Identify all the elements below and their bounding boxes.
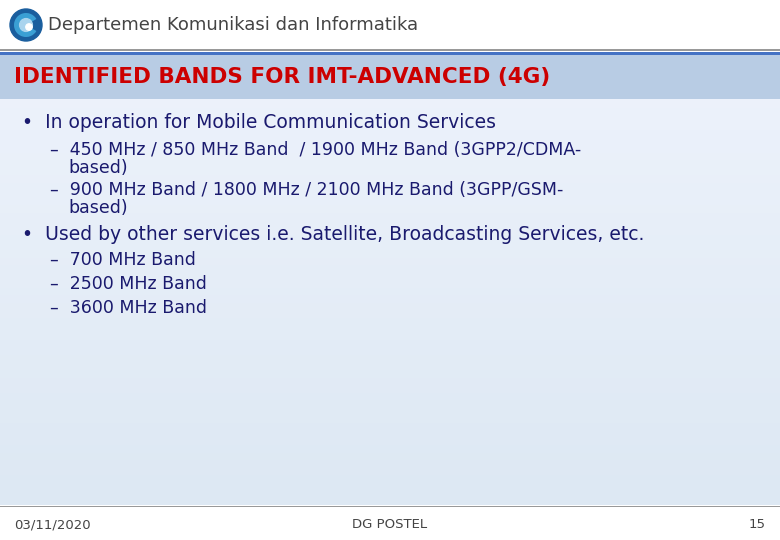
Bar [0, 159, 780, 167]
Text: •  Used by other services i.e. Satellite, Broadcasting Services, etc.: • Used by other services i.e. Satellite,… [22, 225, 644, 244]
Bar [0, 459, 780, 468]
Bar [0, 256, 780, 265]
Circle shape [20, 18, 33, 31]
Text: –  450 MHz / 850 MHz Band  / 1900 MHz Band (3GPP2/CDMA-: – 450 MHz / 850 MHz Band / 1900 MHz Band… [50, 141, 581, 159]
Bar [0, 474, 780, 483]
Bar [0, 279, 780, 287]
Bar [0, 422, 780, 430]
Bar [0, 129, 780, 138]
Text: DG POSTEL: DG POSTEL [353, 518, 427, 531]
Bar [0, 166, 780, 175]
Bar [0, 91, 780, 100]
Bar [0, 361, 780, 370]
Text: 15: 15 [749, 518, 766, 531]
Text: –  900 MHz Band / 1800 MHz / 2100 MHz Band (3GPP/GSM-: – 900 MHz Band / 1800 MHz / 2100 MHz Ban… [50, 181, 563, 199]
Bar [0, 414, 780, 422]
Bar [0, 332, 780, 340]
Bar [0, 429, 780, 437]
Bar [0, 69, 780, 78]
Bar [0, 77, 780, 85]
Bar [0, 436, 780, 445]
Text: –  3600 MHz Band: – 3600 MHz Band [50, 299, 207, 317]
Text: –  700 MHz Band: – 700 MHz Band [50, 251, 196, 269]
Text: based): based) [68, 159, 128, 177]
Bar [0, 407, 780, 415]
Bar [0, 62, 780, 70]
Bar [0, 354, 780, 362]
Bar [0, 174, 780, 183]
Bar [0, 241, 780, 250]
Bar [0, 287, 780, 295]
Circle shape [10, 9, 42, 41]
Bar [0, 219, 780, 227]
Text: based): based) [68, 199, 128, 217]
Bar [0, 264, 780, 273]
Bar [0, 301, 780, 310]
Bar [0, 212, 780, 220]
Bar [0, 84, 780, 92]
Bar [0, 55, 780, 99]
Bar [0, 444, 780, 453]
Text: 03/11/2020: 03/11/2020 [14, 518, 90, 531]
Bar [0, 505, 780, 507]
Bar [0, 376, 780, 385]
Bar [0, 399, 780, 408]
Bar [0, 99, 780, 107]
Wedge shape [14, 13, 37, 37]
Bar [0, 347, 780, 355]
Bar [0, 324, 780, 333]
Bar [0, 316, 780, 325]
Bar [0, 49, 780, 51]
Bar [0, 122, 780, 130]
Bar [0, 152, 780, 160]
Bar [0, 309, 780, 318]
Bar [0, 369, 780, 377]
Bar [0, 482, 780, 490]
Bar [0, 0, 780, 50]
Bar [0, 489, 780, 497]
Bar [0, 392, 780, 400]
Bar [0, 339, 780, 348]
Bar [0, 189, 780, 198]
Bar [0, 137, 780, 145]
Text: IDENTIFIED BANDS FOR IMT-ADVANCED (4G): IDENTIFIED BANDS FOR IMT-ADVANCED (4G) [14, 67, 550, 87]
Bar [0, 467, 780, 475]
Bar [0, 272, 780, 280]
Bar [0, 181, 780, 190]
Text: Departemen Komunikasi dan Informatika: Departemen Komunikasi dan Informatika [48, 16, 418, 34]
Bar [0, 384, 780, 393]
Bar [0, 451, 780, 460]
Text: –  2500 MHz Band: – 2500 MHz Band [50, 275, 207, 293]
Bar [0, 496, 780, 505]
Bar [0, 144, 780, 152]
Bar [0, 114, 780, 123]
Bar [0, 234, 780, 242]
Bar [0, 204, 780, 213]
Bar [0, 52, 780, 55]
Bar [0, 294, 780, 302]
Bar [0, 197, 780, 205]
Text: •  In operation for Mobile Communication Services: • In operation for Mobile Communication … [22, 113, 496, 132]
Bar [0, 106, 780, 115]
Circle shape [26, 24, 32, 30]
Bar [0, 54, 780, 63]
Bar [0, 249, 780, 258]
Bar [0, 226, 780, 235]
